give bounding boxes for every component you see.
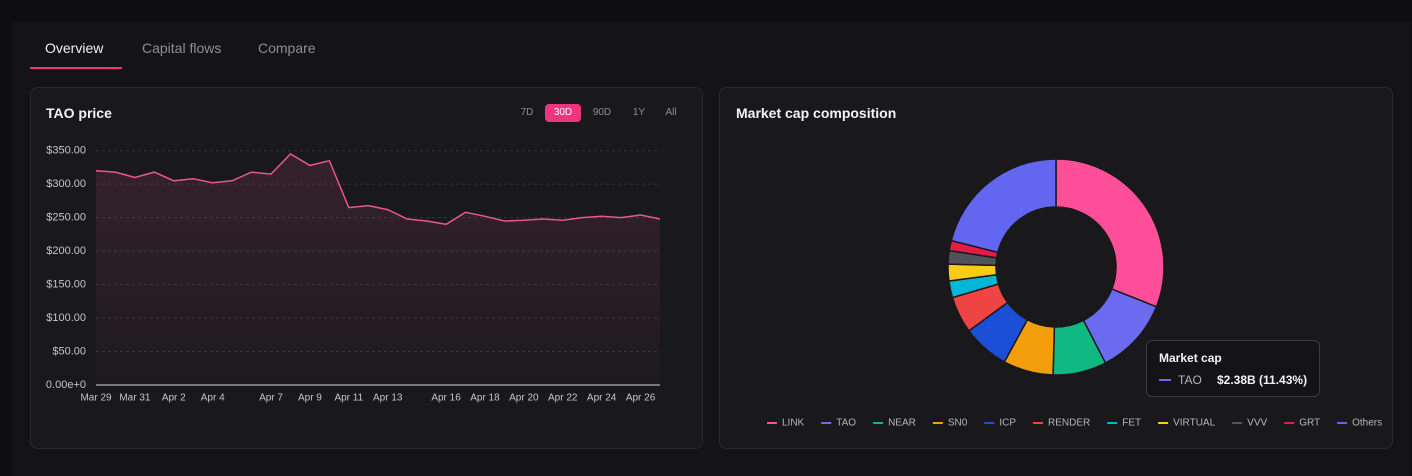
y-tick-label: $50.00 xyxy=(52,345,86,357)
tooltip: Market cap TAO $2.38B (11.43%) xyxy=(1146,340,1320,397)
tooltip-swatch xyxy=(1159,379,1171,381)
panel-title: TAO price xyxy=(46,105,112,121)
tooltip-title: Market cap xyxy=(1159,351,1222,365)
range-button[interactable]: 1Y xyxy=(632,107,646,118)
range-button[interactable]: 90D xyxy=(592,107,612,118)
tab[interactable]: Capital flows xyxy=(142,40,222,56)
legend-label: FET xyxy=(1122,418,1141,429)
x-tick-label: Apr 11 xyxy=(334,393,363,404)
x-tick-label: Apr 20 xyxy=(509,393,539,404)
x-tick-label: Apr 2 xyxy=(162,393,186,404)
panel-title: Market cap composition xyxy=(736,105,897,121)
x-tick-label: Apr 13 xyxy=(373,393,403,404)
x-tick-label: Apr 7 xyxy=(259,393,283,404)
x-tick-label: Apr 24 xyxy=(587,393,617,404)
y-tick-label: $350.00 xyxy=(46,145,86,157)
x-tick-label: Apr 16 xyxy=(431,393,461,404)
price-line xyxy=(95,153,661,226)
x-tick-label: Apr 9 xyxy=(298,393,322,404)
y-tick-label: $250.00 xyxy=(46,212,86,224)
tab[interactable]: Overview xyxy=(45,40,104,56)
legend-label: SN0 xyxy=(948,418,968,429)
tooltip-name: TAO xyxy=(1178,373,1202,387)
legend-label: RENDER xyxy=(1048,418,1090,429)
x-tick-label: Apr 18 xyxy=(470,393,500,404)
y-tick-label: $100.00 xyxy=(46,312,86,324)
x-tick-label: Mar 31 xyxy=(119,393,151,404)
x-tick-label: Apr 26 xyxy=(626,393,656,404)
x-tick-label: Apr 4 xyxy=(201,393,225,404)
legend-label: Others xyxy=(1352,418,1382,429)
legend-label: NEAR xyxy=(888,418,916,429)
tab[interactable]: Compare xyxy=(258,40,316,56)
y-tick-label: $150.00 xyxy=(46,278,86,290)
pie-slice xyxy=(1055,158,1165,308)
legend-label: VVV xyxy=(1247,418,1267,429)
range-button[interactable]: 7D xyxy=(520,107,534,118)
legend-label: LINK xyxy=(782,418,805,429)
range-button[interactable]: 30D xyxy=(545,104,581,122)
pie-slice xyxy=(950,158,1057,254)
y-tick-label: 0.00e+0 xyxy=(46,379,86,391)
x-tick-label: Mar 29 xyxy=(80,393,112,404)
tab-indicator xyxy=(30,67,122,69)
y-tick-label: $200.00 xyxy=(46,245,86,257)
legend-label: GRT xyxy=(1299,418,1320,429)
x-tick-label: Apr 22 xyxy=(548,393,578,404)
price-area xyxy=(96,154,660,385)
legend-label: ICP xyxy=(999,418,1016,429)
range-button[interactable]: All xyxy=(665,107,677,118)
tooltip-value: $2.38B (11.43%) xyxy=(1217,373,1308,387)
legend-label: TAO xyxy=(836,418,856,429)
y-tick-label: $300.00 xyxy=(46,178,86,190)
legend-label: VIRTUAL xyxy=(1173,418,1215,429)
